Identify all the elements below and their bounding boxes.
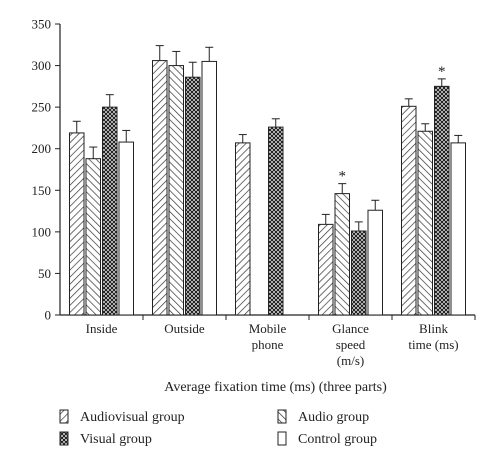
x-tick-label: Mobile phone	[249, 321, 287, 352]
legend-label: Control group	[298, 432, 377, 447]
x-tick-label-line: Mobile	[249, 321, 287, 336]
y-tick-label: 300	[32, 58, 52, 73]
y-tick-label: 350	[32, 17, 52, 32]
legend-swatch	[277, 431, 287, 446]
legend: Audiovisual group Audio group Visual group…	[59, 409, 377, 447]
bar	[69, 132, 85, 316]
significance-marker: *	[339, 169, 347, 185]
y-tick-label: 200	[32, 141, 52, 156]
x-tick-label-line: Glance	[332, 321, 369, 336]
x-tick-label-line: Inside	[86, 321, 118, 336]
y-tick-label: 100	[32, 224, 52, 239]
plot-area: 0 50 100 150 200 250 300 350 Inside Outside Mobile…	[32, 17, 476, 395]
x-tick-label-line: (m/s)	[337, 353, 364, 368]
x-tick-label-line: speed	[336, 337, 366, 352]
x-tick-label: Inside	[86, 321, 118, 336]
bar	[85, 158, 101, 316]
bar	[417, 130, 433, 316]
bar	[434, 85, 450, 316]
x-tick-label-line: phone	[252, 337, 284, 352]
y-tick-label: 50	[38, 266, 51, 281]
y-tick-label: 0	[45, 308, 52, 323]
bar	[102, 106, 118, 316]
bar	[268, 126, 284, 316]
x-tick-label-line: time (ms)	[408, 337, 458, 352]
x-tick-label-line: Blink	[419, 321, 448, 336]
bar	[168, 65, 184, 316]
x-axis-title: Average fixation time (ms) (three parts)	[164, 380, 387, 395]
bar	[318, 223, 334, 316]
bar	[367, 209, 383, 316]
bar	[401, 105, 417, 316]
x-tick-label-line: Outside	[164, 321, 205, 336]
bar	[118, 141, 134, 316]
bar	[450, 142, 466, 316]
bar	[334, 193, 350, 316]
legend-swatch	[59, 431, 69, 446]
legend-label: Audio group	[298, 410, 369, 425]
x-tick-label: Blink time (ms)	[408, 321, 458, 352]
bar	[152, 60, 168, 316]
legend-swatch	[59, 409, 69, 424]
y-tick-label: 150	[32, 183, 52, 198]
y-tick-label: 250	[32, 100, 52, 115]
bar	[235, 142, 251, 316]
bar	[201, 60, 217, 316]
significance-marker: *	[438, 64, 446, 80]
legend-label: Visual group	[80, 432, 152, 447]
bar	[351, 230, 367, 316]
x-tick-label: Glance speed (m/s)	[332, 321, 369, 368]
x-tick-label: Outside	[164, 321, 205, 336]
legend-label: Audiovisual group	[80, 410, 185, 425]
legend-swatch	[277, 409, 287, 424]
bar	[185, 76, 201, 316]
